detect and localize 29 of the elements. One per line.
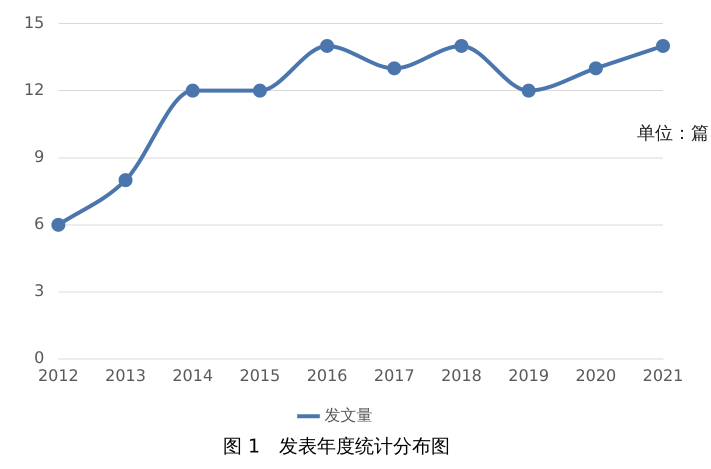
x-tick-label: 2013 (105, 366, 146, 385)
y-tick-label: 0 (34, 348, 44, 368)
y-tick-label: 6 (34, 214, 44, 233)
annotation: 单位：篇 (637, 122, 709, 144)
point (51, 218, 66, 232)
legend-label: 发文量 (324, 405, 372, 424)
x-tick-label: 2012 (38, 366, 79, 385)
point (588, 61, 603, 76)
x-tick-label: 2015 (240, 366, 280, 385)
x-tick-label: 2019 (508, 366, 549, 385)
text: 图 1 发表年度统计分布图 (222, 436, 450, 458)
point (387, 61, 402, 76)
y-tick-label: 3 (34, 281, 44, 300)
x-tick-label: 2016 (306, 366, 348, 385)
point (320, 38, 334, 53)
x-tick-label: 2018 (441, 366, 482, 385)
x-tick-label: 2014 (172, 366, 214, 385)
point (252, 84, 267, 98)
point (522, 84, 536, 98)
y-tick-label: 12 (24, 80, 44, 99)
point (186, 84, 200, 98)
y-tick-label: 15 (24, 12, 44, 32)
x-tick-label: 2017 (374, 366, 415, 385)
point (454, 38, 468, 53)
y-tick-label: 9 (34, 146, 44, 166)
point (656, 38, 670, 53)
point (118, 173, 133, 188)
x-tick-label: 2021 (642, 366, 684, 385)
x-tick-label: 2020 (575, 366, 616, 385)
